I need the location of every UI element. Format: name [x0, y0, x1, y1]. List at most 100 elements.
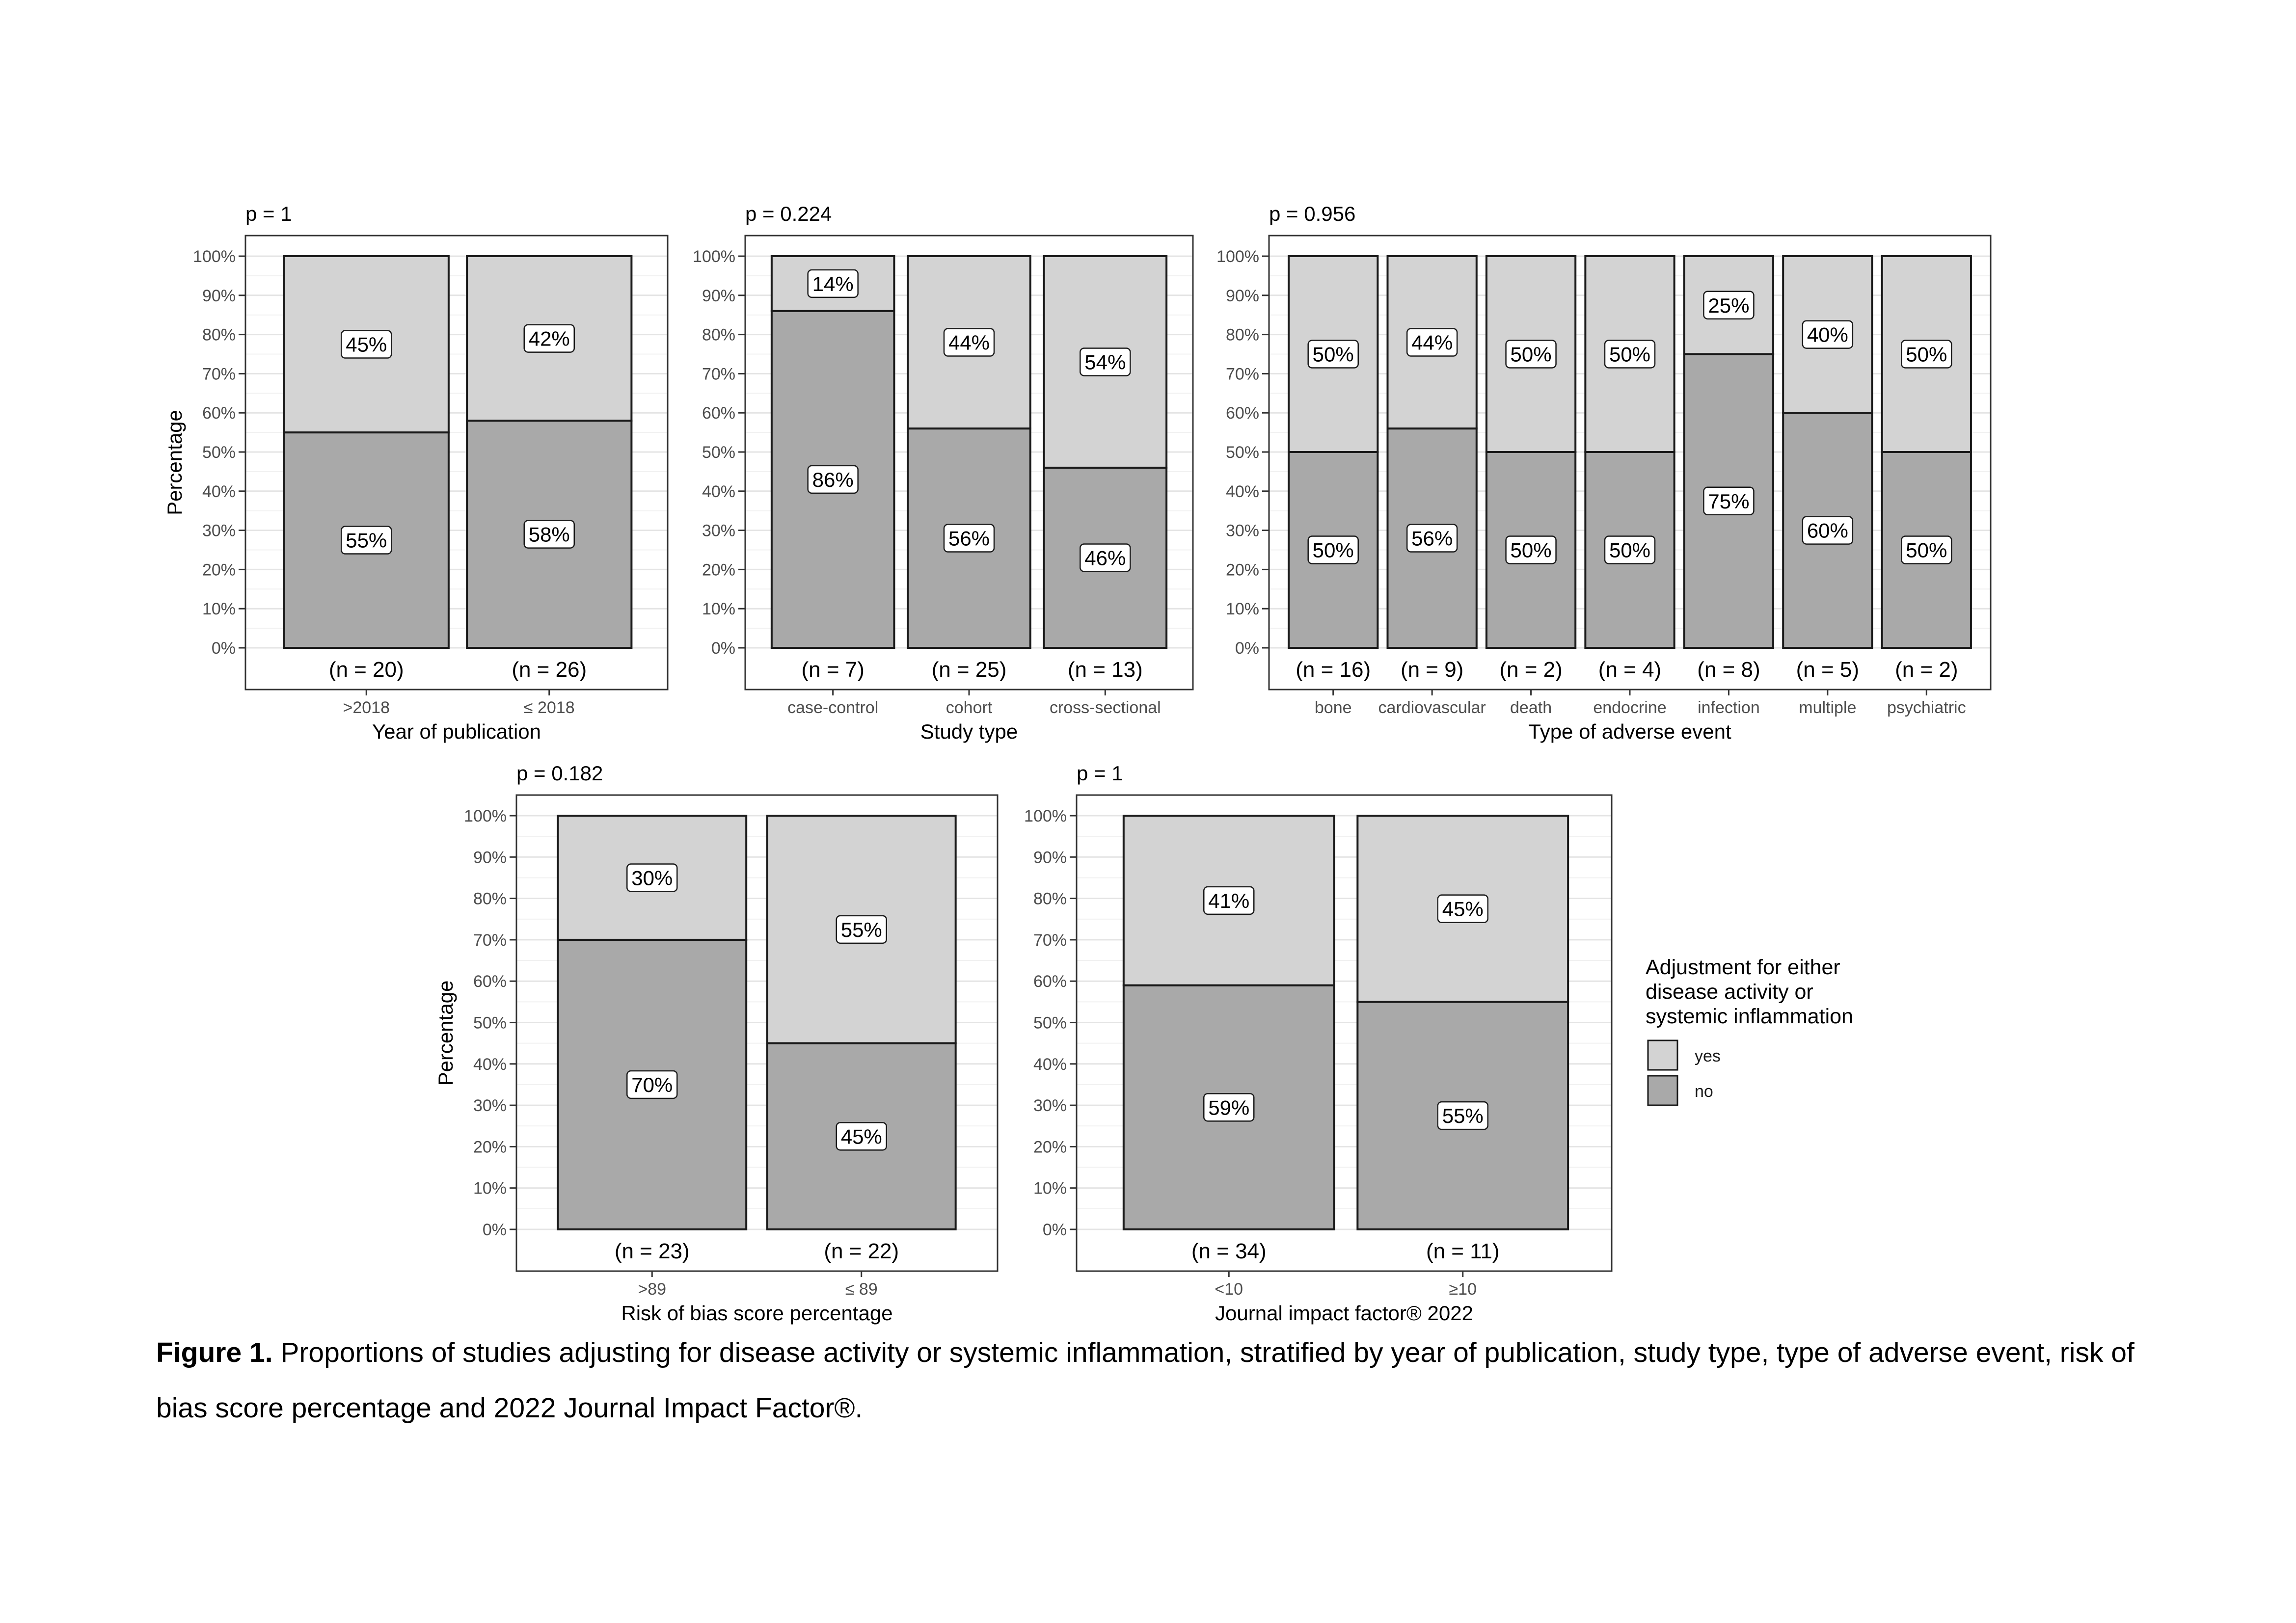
data-label: 54% — [1084, 350, 1126, 373]
count-label: (n = 4) — [1598, 658, 1661, 682]
data-label-box — [943, 524, 995, 553]
y-tick-label: 10% — [1226, 600, 1259, 618]
y-tick-label: 50% — [473, 1014, 507, 1033]
y-tick-label: 90% — [473, 848, 507, 867]
data-label: 50% — [1609, 343, 1650, 366]
bar-segment-yes — [1683, 255, 1775, 355]
x-tick-label: bone — [1315, 698, 1352, 717]
x-axis-label: Type of adverse event — [1528, 720, 1731, 743]
y-tick-label: 40% — [702, 482, 735, 501]
legend-item-label: yes — [1695, 1047, 1721, 1065]
data-label-box — [1901, 340, 1952, 369]
count-label: (n = 13) — [1068, 658, 1143, 682]
data-label-box — [341, 330, 392, 359]
count-label: (n = 5) — [1796, 658, 1859, 682]
y-tick-label: 90% — [702, 287, 735, 305]
y-tick-label: 50% — [1226, 443, 1259, 462]
y-tick-label: 10% — [473, 1179, 507, 1198]
y-tick-label: 50% — [202, 443, 236, 462]
count-label: (n = 22) — [824, 1239, 899, 1263]
x-axis-label: Study type — [920, 720, 1018, 743]
data-label: 50% — [1609, 539, 1650, 562]
y-tick-label: 90% — [1033, 848, 1067, 867]
chart-panel: 0% 10% 20% 30% 40% 50% 60% 70% 80% 90% 100% 86% 14% (… — [693, 202, 1194, 743]
figure-canvas: 0% 10% 20% 30% 40% 50% 60% 70% 80% 90% 100% 55% 45% (… — [163, 202, 1992, 1325]
x-tick-label: case-control — [787, 698, 878, 717]
y-tick-label: 30% — [202, 522, 236, 540]
y-tick-label: 100% — [193, 247, 236, 266]
data-label-box — [523, 520, 575, 549]
data-label: 56% — [948, 527, 990, 550]
count-label: (n = 26) — [512, 658, 587, 682]
legend-title: systemic inflammation — [1646, 1005, 1853, 1028]
y-tick-label: 20% — [702, 560, 735, 579]
count-label: (n = 2) — [1895, 658, 1958, 682]
data-label-box — [1437, 1101, 1488, 1130]
x-axis-label: Year of publication — [372, 720, 541, 743]
panel-border — [1076, 794, 1613, 1272]
y-tick-label: 30% — [702, 522, 735, 540]
data-label-box — [1307, 535, 1359, 564]
count-label: (n = 23) — [615, 1239, 690, 1263]
y-tick-label: 20% — [1226, 560, 1259, 579]
data-label-box — [1604, 340, 1656, 369]
data-label: 50% — [1511, 343, 1552, 366]
x-tick-label: cross-sectional — [1050, 698, 1161, 717]
data-label-box — [1604, 535, 1656, 564]
data-label: 40% — [1807, 323, 1848, 346]
data-label-box — [1703, 291, 1755, 319]
y-tick-label: 0% — [212, 639, 236, 658]
y-tick-label: 60% — [202, 404, 236, 423]
panel-border — [744, 235, 1194, 691]
y-tick-label: 40% — [1033, 1055, 1067, 1074]
data-label-box — [943, 328, 995, 357]
data-label-box — [836, 915, 887, 944]
data-label: 75% — [1708, 490, 1749, 513]
data-label: 14% — [812, 272, 854, 295]
x-tick-label: death — [1510, 698, 1552, 717]
data-label: 55% — [346, 529, 387, 552]
data-label: 41% — [1208, 889, 1249, 912]
x-tick-label: <10 — [1215, 1280, 1243, 1299]
y-tick-label: 0% — [1043, 1221, 1067, 1239]
data-label-box — [836, 1122, 887, 1151]
chart-panel: 0% 10% 20% 30% 40% 50% 60% 70% 80% 90% 100% 70% 30% (… — [434, 762, 999, 1325]
y-tick-label: 100% — [1024, 807, 1067, 825]
data-label-box — [341, 526, 392, 555]
legend-title: disease activity or — [1646, 980, 1813, 1004]
x-axis-label: Journal impact factor® 2022 — [1215, 1302, 1473, 1325]
count-label: (n = 25) — [932, 658, 1007, 682]
data-label-box — [1203, 886, 1255, 915]
data-label-box — [626, 1070, 678, 1099]
y-tick-label: 80% — [1226, 326, 1259, 345]
data-label-box — [1080, 347, 1131, 376]
count-label: (n = 8) — [1697, 658, 1760, 682]
data-label: 58% — [529, 523, 570, 546]
y-tick-label: 50% — [702, 443, 735, 462]
data-label: 55% — [1442, 1104, 1484, 1127]
data-label-box — [1203, 1093, 1255, 1122]
y-tick-label: 10% — [1033, 1179, 1067, 1198]
x-axis-label: Risk of bias score percentage — [621, 1302, 892, 1325]
y-tick-label: 100% — [693, 247, 735, 266]
y-tick-label: 60% — [702, 404, 735, 423]
panel-border — [244, 235, 669, 691]
y-tick-label: 30% — [1226, 522, 1259, 540]
data-label-box — [1505, 340, 1557, 369]
x-tick-label: psychiatric — [1887, 698, 1966, 717]
count-label: (n = 2) — [1499, 658, 1562, 682]
x-tick-label: >2018 — [343, 698, 390, 717]
y-tick-label: 70% — [702, 365, 735, 383]
y-tick-label: 60% — [473, 972, 507, 991]
data-label: 45% — [841, 1125, 882, 1148]
data-label: 56% — [1411, 527, 1453, 550]
figure-caption: Figure 1. Proportions of studies adjusti… — [156, 1325, 2139, 1436]
y-tick-label: 40% — [473, 1055, 507, 1074]
x-tick-label: ≤ 89 — [845, 1280, 878, 1299]
y-tick-label: 100% — [464, 807, 507, 825]
data-label: 25% — [1708, 294, 1749, 317]
y-tick-label: 10% — [202, 600, 236, 618]
data-label-box — [626, 863, 678, 892]
y-tick-label: 60% — [1033, 972, 1067, 991]
data-label: 60% — [1807, 519, 1848, 542]
